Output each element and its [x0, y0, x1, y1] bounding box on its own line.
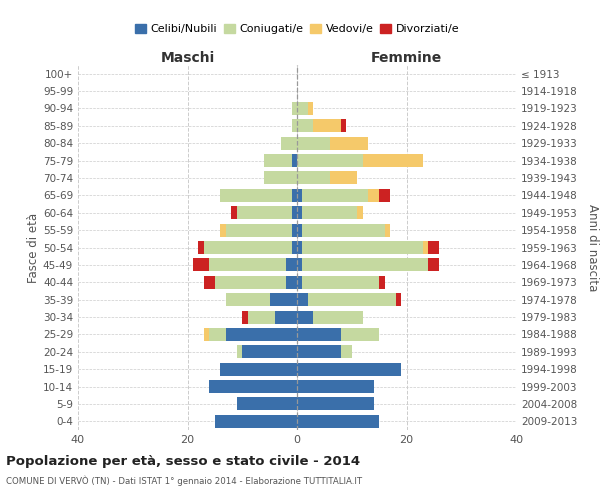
Bar: [220, 224, 226, 236]
Bar: [297, 362, 401, 376]
Bar: [281, 136, 297, 149]
Bar: [204, 276, 215, 289]
Bar: [204, 328, 209, 341]
Bar: [209, 258, 286, 272]
Bar: [341, 346, 352, 358]
Text: Maschi: Maschi: [160, 51, 215, 65]
Bar: [220, 189, 292, 202]
Bar: [297, 328, 341, 341]
Bar: [264, 172, 297, 184]
Bar: [297, 258, 302, 272]
Bar: [297, 189, 302, 202]
Bar: [209, 328, 226, 341]
Bar: [357, 206, 363, 220]
Bar: [302, 276, 379, 289]
Bar: [226, 293, 269, 306]
Bar: [275, 310, 297, 324]
Bar: [209, 380, 297, 393]
Bar: [302, 258, 428, 272]
Bar: [292, 102, 297, 115]
Bar: [428, 241, 439, 254]
Bar: [341, 328, 379, 341]
Bar: [232, 206, 237, 220]
Bar: [423, 241, 428, 254]
Bar: [428, 258, 439, 272]
Bar: [368, 189, 379, 202]
Bar: [385, 224, 390, 236]
Bar: [297, 224, 302, 236]
Bar: [297, 380, 374, 393]
Bar: [226, 224, 292, 236]
Bar: [292, 241, 297, 254]
Bar: [297, 120, 313, 132]
Y-axis label: Fasce di età: Fasce di età: [27, 212, 40, 282]
Bar: [302, 241, 423, 254]
Bar: [297, 172, 330, 184]
Bar: [237, 206, 292, 220]
Bar: [297, 276, 302, 289]
Text: COMUNE DI VERVÒ (TN) - Dati ISTAT 1° gennaio 2014 - Elaborazione TUTTITALIA.IT: COMUNE DI VERVÒ (TN) - Dati ISTAT 1° gen…: [6, 475, 362, 486]
Bar: [297, 415, 379, 428]
Bar: [199, 241, 204, 254]
Bar: [308, 102, 313, 115]
Bar: [292, 206, 297, 220]
Bar: [286, 276, 297, 289]
Bar: [269, 293, 297, 306]
Bar: [313, 120, 341, 132]
Bar: [362, 154, 423, 167]
Bar: [302, 224, 385, 236]
Bar: [292, 120, 297, 132]
Bar: [226, 328, 297, 341]
Bar: [220, 362, 297, 376]
Bar: [215, 415, 297, 428]
Bar: [292, 189, 297, 202]
Bar: [379, 189, 390, 202]
Bar: [341, 120, 346, 132]
Bar: [313, 310, 363, 324]
Bar: [264, 154, 292, 167]
Bar: [248, 310, 275, 324]
Bar: [297, 154, 362, 167]
Bar: [330, 136, 368, 149]
Bar: [297, 102, 308, 115]
Bar: [237, 346, 242, 358]
Bar: [292, 154, 297, 167]
Bar: [193, 258, 209, 272]
Bar: [292, 224, 297, 236]
Bar: [302, 189, 368, 202]
Bar: [204, 241, 292, 254]
Bar: [297, 398, 374, 410]
Y-axis label: Anni di nascita: Anni di nascita: [586, 204, 599, 291]
Bar: [302, 206, 357, 220]
Bar: [379, 276, 385, 289]
Bar: [330, 172, 357, 184]
Bar: [286, 258, 297, 272]
Text: Femmine: Femmine: [371, 51, 442, 65]
Bar: [297, 136, 330, 149]
Text: Popolazione per età, sesso e stato civile - 2014: Popolazione per età, sesso e stato civil…: [6, 455, 360, 468]
Bar: [297, 293, 308, 306]
Bar: [297, 206, 302, 220]
Bar: [242, 346, 297, 358]
Bar: [395, 293, 401, 306]
Bar: [297, 346, 341, 358]
Bar: [242, 310, 248, 324]
Bar: [308, 293, 395, 306]
Bar: [215, 276, 286, 289]
Legend: Celibi/Nubili, Coniugati/e, Vedovi/e, Divorziati/e: Celibi/Nubili, Coniugati/e, Vedovi/e, Di…: [130, 20, 464, 39]
Bar: [237, 398, 297, 410]
Bar: [297, 310, 313, 324]
Bar: [297, 241, 302, 254]
